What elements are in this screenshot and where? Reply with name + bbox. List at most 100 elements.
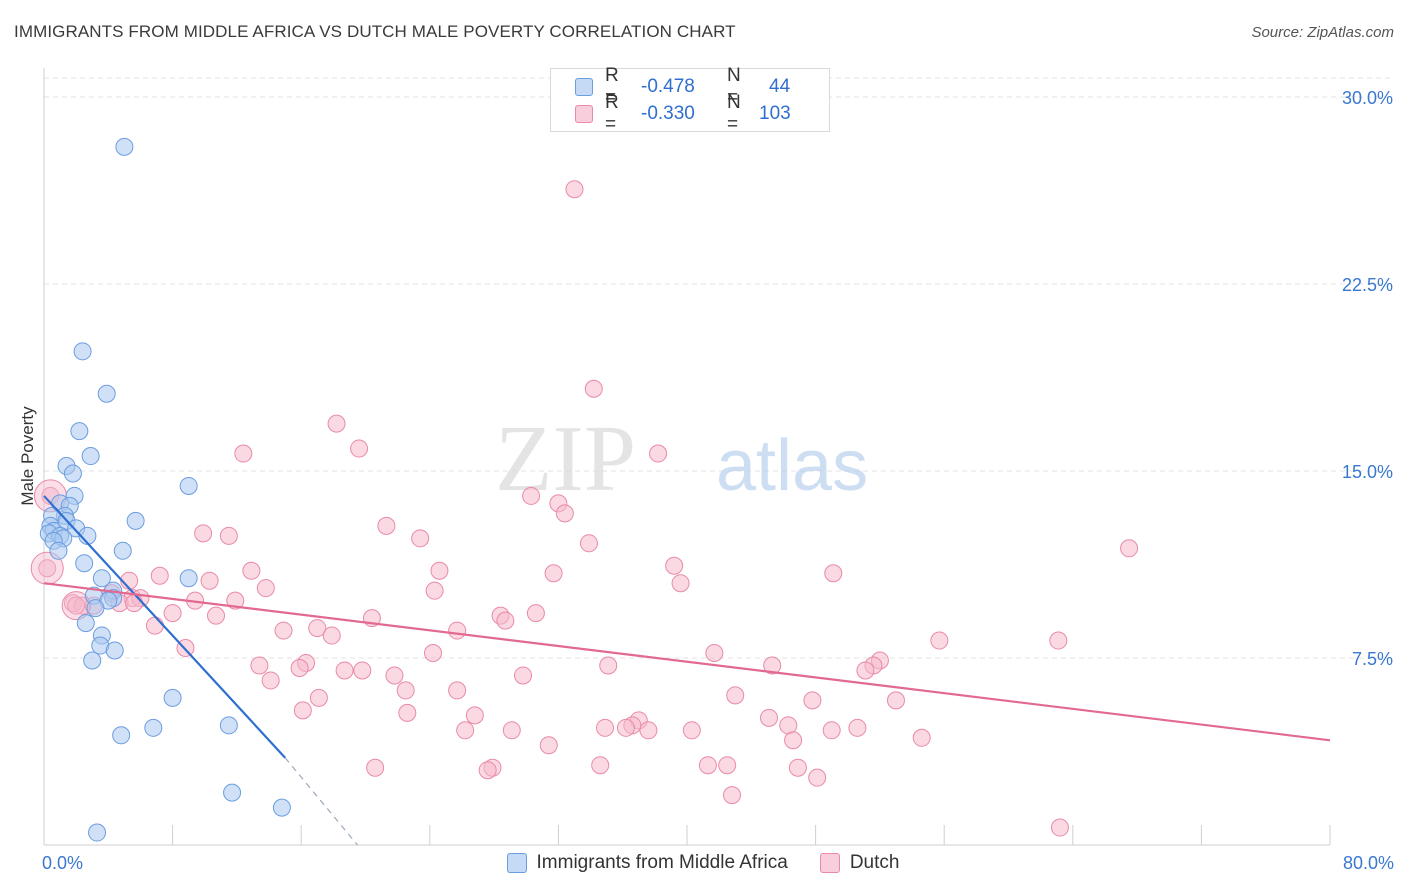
- legend-n-value: 44: [769, 76, 791, 97]
- point-middle-africa: [86, 599, 105, 618]
- point-dutch: [226, 591, 245, 610]
- y-tick-label: 15.0%: [1342, 462, 1393, 482]
- stats-legend: R = -0.478 N = 44 R = -0.330 N = 103: [550, 65, 830, 135]
- point-dutch: [398, 703, 417, 722]
- point-dutch: [261, 671, 280, 690]
- point-middle-africa: [76, 614, 95, 633]
- trendline-dutch: [43, 582, 1331, 742]
- point-dutch: [759, 708, 778, 727]
- legend-item-dutch[interactable]: Dutch: [819, 852, 900, 874]
- point-dutch: [425, 581, 444, 600]
- point-dutch: [430, 561, 449, 580]
- point-dutch: [448, 621, 467, 640]
- point-middle-africa: [115, 137, 134, 156]
- point-dutch: [125, 594, 144, 613]
- point-middle-africa: [105, 641, 124, 660]
- x-tick-label: 80.0%: [1343, 853, 1394, 873]
- point-dutch: [599, 656, 618, 675]
- axes: [43, 68, 1331, 846]
- x-tick-label: 0.0%: [42, 853, 83, 873]
- y-tick-label: 22.5%: [1342, 275, 1393, 295]
- point-dutch: [649, 444, 668, 463]
- point-dutch: [242, 561, 261, 580]
- point-dutch: [779, 716, 798, 735]
- point-dutch: [822, 721, 841, 740]
- point-dutch: [327, 414, 346, 433]
- point-dutch: [396, 681, 415, 700]
- point-dutch: [565, 180, 584, 199]
- legend-swatch-blue: [506, 853, 527, 873]
- point-middle-africa: [163, 688, 182, 707]
- point-dutch: [763, 656, 782, 675]
- point-dutch: [424, 644, 443, 663]
- legend-label-middle-africa: Immigrants from Middle Africa: [536, 852, 788, 873]
- point-dutch: [322, 626, 341, 645]
- point-middle-africa: [113, 541, 132, 560]
- watermark: ZIP atlas: [495, 407, 868, 511]
- point-dutch: [522, 486, 541, 505]
- point-dutch: [290, 658, 309, 677]
- legend-r-label: R =: [605, 65, 619, 108]
- point-dutch: [335, 661, 354, 680]
- point-middle-africa: [73, 342, 92, 361]
- point-middle-africa: [223, 783, 242, 802]
- legend-label-dutch: Dutch: [849, 852, 900, 873]
- point-middle-africa: [92, 569, 111, 588]
- legend-r-value: -0.478: [641, 76, 695, 97]
- point-middle-africa: [179, 476, 198, 495]
- point-dutch: [350, 439, 369, 458]
- point-middle-africa: [75, 554, 94, 573]
- point-dutch: [465, 706, 484, 725]
- point-dutch: [596, 718, 615, 737]
- legend-swatch-pink: [575, 105, 593, 123]
- point-dutch: [808, 768, 827, 787]
- point-dutch: [207, 606, 226, 625]
- point-middle-africa: [70, 422, 89, 441]
- point-dutch: [784, 731, 803, 750]
- point-dutch: [309, 688, 328, 707]
- point-dutch: [308, 619, 327, 638]
- point-dutch: [385, 666, 404, 685]
- point-dutch: [886, 691, 905, 710]
- point-middle-africa: [112, 726, 131, 745]
- point-dutch: [788, 758, 807, 777]
- point-middle-africa: [63, 464, 82, 483]
- point-dutch: [478, 761, 497, 780]
- point-dutch: [67, 596, 86, 615]
- point-middle-africa: [144, 718, 163, 737]
- point-dutch: [1049, 631, 1068, 650]
- point-dutch: [856, 661, 875, 680]
- point-dutch: [250, 656, 269, 675]
- point-dutch: [726, 686, 745, 705]
- watermark-atlas: atlas: [716, 426, 868, 506]
- point-dutch: [705, 644, 724, 663]
- legend-n-label: N =: [727, 92, 741, 135]
- point-dutch: [293, 701, 312, 720]
- point-dutch: [848, 718, 867, 737]
- point-dutch: [718, 756, 737, 775]
- legend-r-value: -0.330: [641, 103, 695, 124]
- series-legend: Immigrants from Middle Africa Dutch: [0, 852, 1406, 874]
- point-dutch: [671, 574, 690, 593]
- series-middle-africa-points: [39, 137, 291, 842]
- legend-n-label: N =: [727, 65, 741, 108]
- point-dutch: [219, 526, 238, 545]
- point-dutch: [539, 736, 558, 755]
- point-dutch: [194, 524, 213, 543]
- legend-item-middle-africa[interactable]: Immigrants from Middle Africa: [506, 852, 788, 874]
- point-dutch: [1120, 539, 1139, 558]
- point-dutch: [234, 444, 253, 463]
- point-dutch: [150, 566, 169, 585]
- legend-swatch-blue: [575, 78, 593, 96]
- point-dutch: [274, 621, 293, 640]
- point-dutch: [526, 604, 545, 623]
- point-middle-africa: [81, 447, 100, 466]
- point-dutch: [1050, 818, 1069, 837]
- point-dutch: [930, 631, 949, 650]
- trend-lines: [43, 495, 1331, 846]
- legend-row-dutch: R = -0.330 N = 103: [575, 92, 799, 135]
- point-dutch: [496, 611, 515, 630]
- point-dutch: [639, 721, 658, 740]
- source-label: Source: ZipAtlas.com: [1251, 24, 1394, 41]
